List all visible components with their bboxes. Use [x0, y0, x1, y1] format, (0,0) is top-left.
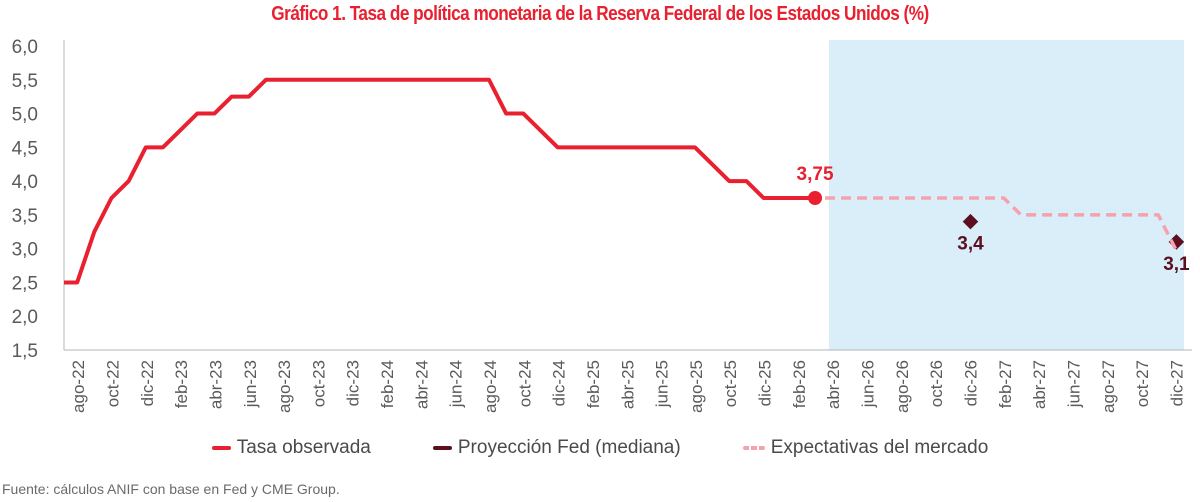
- x-tick-label: abr-24: [412, 360, 431, 409]
- observed-rate-endpoint-dot: [808, 191, 823, 205]
- legend: Tasa observada Proyección Fed (mediana) …: [0, 437, 1200, 459]
- x-tick-label: abr-23: [206, 360, 225, 409]
- x-tick-label: ago-22: [69, 360, 88, 413]
- x-tick-label: jun-26: [859, 360, 878, 408]
- legend-label: Expectativas del mercado: [770, 437, 989, 458]
- projection-region: [829, 40, 1184, 350]
- x-tick-label: oct-27: [1133, 360, 1152, 407]
- legend-item-tasa-observada[interactable]: Tasa observada: [211, 437, 371, 459]
- y-tick-label: 2,5: [12, 273, 38, 294]
- y-tick-label: 1,5: [12, 341, 38, 362]
- x-tick-label: feb-26: [790, 360, 809, 408]
- source-note: Fuente: cálculos ANIF con base en Fed y …: [2, 481, 340, 497]
- legend-label: Tasa observada: [236, 437, 371, 458]
- data-label: 3,1: [1163, 254, 1190, 275]
- x-tick-label: ago-26: [893, 360, 912, 413]
- legend-swatch-solid: [211, 446, 231, 450]
- market-expectations-line: [825, 196, 1177, 250]
- x-tick-label: ago-23: [275, 360, 294, 413]
- y-tick-label: 3,5: [12, 206, 38, 227]
- x-tick-label: abr-25: [618, 360, 637, 409]
- x-tick-label: oct-23: [309, 360, 328, 407]
- x-tick-label: dic-27: [1167, 360, 1186, 406]
- projection-shaded-region: [829, 40, 1184, 350]
- data-label: 3,75: [797, 164, 834, 185]
- annotations: 3,75 3,4 3,1: [797, 164, 1190, 275]
- legend-item-proyeccion-fed[interactable]: Proyección Fed (mediana): [432, 437, 681, 459]
- x-tick-label: oct-24: [515, 360, 534, 407]
- y-tick-label: 3,0: [12, 240, 38, 261]
- x-axis-ticks: ago-22 oct-22 dic-22 feb-23 abr-23 jun-23 ago-…: [69, 360, 1186, 413]
- y-tick-label: 5,5: [12, 71, 38, 92]
- x-tick-label: abr-27: [1030, 360, 1049, 409]
- chart-plot: 6,0 5,5 5,0 4,5 4,0 3,5 3,0 2,5 2,0 1,5 ago-22 oct…: [12, 37, 1192, 413]
- x-tick-label: dic-23: [344, 360, 363, 406]
- x-tick-label: feb-24: [378, 360, 397, 408]
- y-tick-label: 5,0: [12, 105, 38, 126]
- y-axis-ticks: 6,0 5,5 5,0 4,5 4,0 3,5 3,0 2,5 2,0 1,5: [12, 37, 38, 362]
- y-tick-label: 4,0: [12, 172, 38, 193]
- x-tick-label: dic-24: [550, 360, 569, 406]
- axes: [63, 40, 1192, 351]
- y-tick-label: 6,0: [12, 37, 38, 58]
- x-tick-label: jun-27: [1064, 360, 1083, 408]
- chart-title: Gráfico 1. Tasa de política monetaria de…: [271, 3, 929, 25]
- x-tick-label: ago-24: [481, 360, 500, 413]
- x-tick-label: jun-24: [447, 360, 466, 408]
- x-tick-label: feb-23: [172, 360, 191, 408]
- x-tick-label: ago-25: [687, 360, 706, 413]
- series: [64, 77, 1185, 285]
- legend-swatch-dashed: [742, 446, 765, 450]
- x-tick-label: dic-25: [756, 360, 775, 406]
- y-tick-label: 4,5: [12, 138, 38, 159]
- x-tick-label: oct-25: [721, 360, 740, 407]
- x-tick-label: jun-23: [241, 360, 260, 408]
- x-tick-label: dic-26: [961, 360, 980, 406]
- legend-swatch-solid: [432, 446, 452, 450]
- x-tick-label: ago-27: [1099, 360, 1118, 413]
- y-tick-label: 2,0: [12, 307, 38, 328]
- legend-label: Proyección Fed (mediana): [457, 437, 681, 458]
- x-tick-label: jun-25: [653, 360, 672, 408]
- fed-projection-marker: [962, 213, 979, 230]
- x-tick-label: feb-25: [584, 360, 603, 408]
- x-tick-label: oct-26: [927, 360, 946, 407]
- x-tick-label: dic-22: [138, 360, 157, 406]
- x-tick-label: abr-26: [824, 360, 843, 409]
- data-label: 3,4: [957, 234, 984, 255]
- legend-item-expectativas-mercado[interactable]: Expectativas del mercado: [742, 437, 989, 459]
- observed-rate-line: [64, 77, 816, 285]
- x-tick-label: feb-27: [996, 360, 1015, 408]
- x-tick-label: oct-22: [103, 360, 122, 407]
